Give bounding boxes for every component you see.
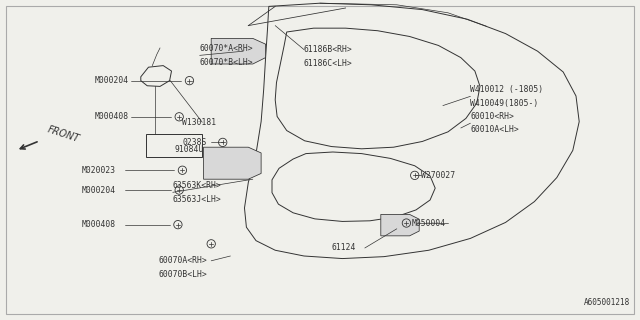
Text: 61186C<LH>: 61186C<LH> (304, 60, 353, 68)
Text: M020023: M020023 (82, 166, 116, 175)
Text: M000204: M000204 (82, 186, 116, 195)
Text: A605001218: A605001218 (584, 298, 630, 307)
Text: W410049(1805-): W410049(1805-) (470, 99, 539, 108)
Text: W410012 (-1805): W410012 (-1805) (470, 85, 543, 94)
Polygon shape (381, 214, 419, 236)
Text: 60070A<RH>: 60070A<RH> (159, 256, 207, 265)
Text: 60070*B<LH>: 60070*B<LH> (200, 58, 253, 67)
Text: 63563J<LH>: 63563J<LH> (173, 195, 221, 204)
Text: M000204: M000204 (95, 76, 129, 85)
Text: FRONT: FRONT (46, 124, 81, 144)
Text: 60010A<LH>: 60010A<LH> (470, 125, 519, 134)
Text: W130181: W130181 (182, 118, 216, 127)
Polygon shape (204, 147, 261, 179)
Text: 63563K<RH>: 63563K<RH> (173, 181, 221, 190)
Text: 0238S: 0238S (182, 138, 207, 147)
Text: 61124: 61124 (332, 244, 356, 252)
Text: 61186B<RH>: 61186B<RH> (304, 45, 353, 54)
Text: 60070B<LH>: 60070B<LH> (159, 270, 207, 279)
Text: 91084U: 91084U (174, 145, 204, 154)
Bar (146, 134, 202, 157)
Text: 60010<RH>: 60010<RH> (470, 112, 515, 121)
Text: M050004: M050004 (412, 219, 445, 228)
Text: M000408: M000408 (95, 112, 129, 121)
Text: W270027: W270027 (421, 171, 455, 180)
Text: 60070*A<RH>: 60070*A<RH> (200, 44, 253, 53)
Text: M000408: M000408 (82, 220, 116, 229)
Polygon shape (211, 38, 266, 64)
